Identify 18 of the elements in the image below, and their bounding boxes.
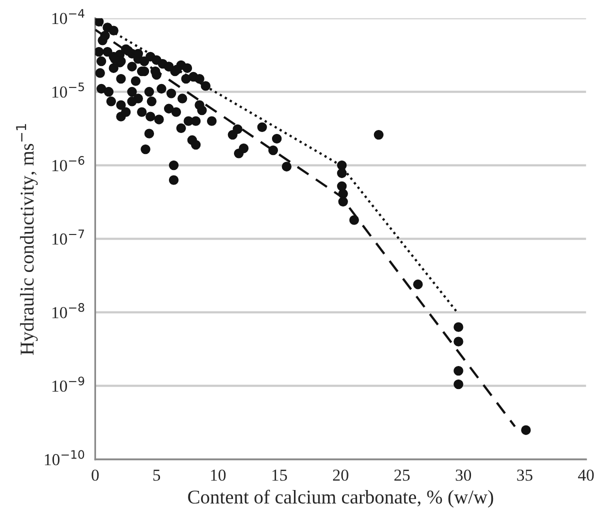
y-tick-label: 10$^{−6}$ (52, 156, 84, 172)
y-axis-title: Hydraulic conductivity, ms$^{−1}$ (16, 124, 38, 355)
x-tick-label: 5 (153, 470, 160, 481)
y-tick-label: 10$^{−7}$ (52, 230, 84, 245)
y-tick-label: 10$^{−5}$ (52, 82, 84, 98)
y-tick-label: 10$^{−10}$ (44, 450, 84, 466)
y-tick-label: 10$^{−9}$ (52, 376, 84, 392)
x-tick-label: 35 (517, 470, 532, 481)
y-tick-label: 10$^{−4}$ (52, 9, 84, 24)
x-tick-label: 0 (92, 470, 99, 481)
x-tick-label: 15 (272, 470, 287, 481)
x-tick-label: 30 (456, 470, 472, 481)
x-tick-label: 20 (333, 470, 348, 481)
x-tick-label: 25 (394, 470, 410, 481)
x-tick-label: 40 (578, 470, 594, 481)
y-tick-label: 10$^{−8}$ (52, 303, 84, 318)
x-axis-title: Content of calcium carbonate, % (w/w) (188, 490, 494, 508)
x-tick-label: 10 (211, 470, 226, 481)
